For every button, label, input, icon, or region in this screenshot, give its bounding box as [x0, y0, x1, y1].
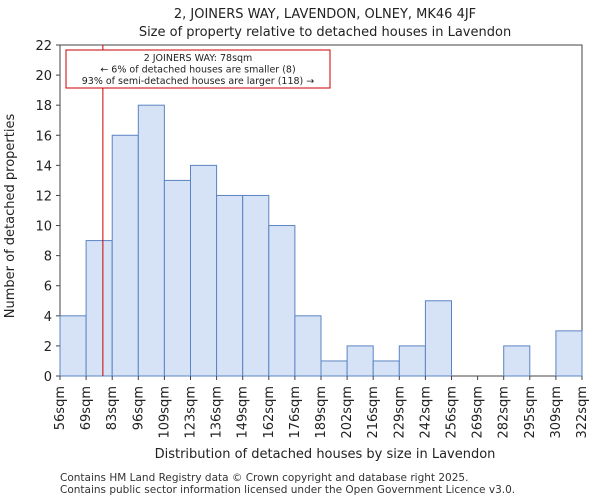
bar-282sqm: [503, 345, 531, 377]
bar-189sqm: [320, 360, 348, 377]
x-axis-ticks: 56sqm 69sqm 83sqm 96sqm 109sqm 123sqm 136sqm 14…: [53, 376, 590, 439]
bar-109sqm: [163, 179, 191, 377]
y-tick-label: 20: [35, 69, 52, 84]
y-tick-label: 8: [44, 250, 52, 265]
bar-242sqm: [424, 300, 452, 377]
bar-229sqm: [398, 345, 426, 377]
x-tick-label: 136sqm: [210, 386, 225, 439]
annotation-line-property: 2 JOINERS WAY: 78sqm: [144, 53, 253, 64]
footer-line-2: Contains public sector information licen…: [60, 484, 515, 496]
x-tick-label: 69sqm: [79, 386, 94, 430]
x-tick-label: 123sqm: [184, 386, 199, 439]
y-tick-label: 18: [35, 99, 52, 114]
y-tick-label: 16: [35, 129, 52, 144]
y-tick-label: 22: [35, 39, 52, 54]
bar-176sqm: [294, 315, 322, 377]
bar-149sqm: [242, 194, 270, 377]
bar-202sqm: [346, 345, 374, 377]
x-tick-label: 216sqm: [366, 386, 381, 439]
bar-69sqm: [85, 240, 113, 377]
x-tick-label: 149sqm: [236, 386, 251, 439]
footer-line-1: Contains HM Land Registry data © Crown c…: [60, 472, 468, 484]
x-tick-label: 295sqm: [523, 386, 538, 439]
x-tick-label: 269sqm: [471, 386, 486, 439]
x-tick-label: 309sqm: [549, 386, 564, 439]
x-tick-label: 322sqm: [575, 386, 590, 439]
x-tick-label: 202sqm: [340, 386, 355, 439]
bar-216sqm: [372, 360, 400, 377]
bar-96sqm: [137, 104, 165, 377]
y-tick-label: 14: [35, 159, 52, 174]
chart-title: 2, JOINERS WAY, LAVENDON, OLNEY, MK46 4J…: [174, 7, 476, 22]
x-tick-label: 229sqm: [392, 386, 407, 439]
x-tick-label: 109sqm: [157, 386, 172, 439]
y-axis-ticks: 0 2 4 6 8 10 12 14 16 18 20 22: [35, 39, 60, 385]
bar-83sqm: [111, 134, 139, 377]
annotation-line-smaller: ← 6% of detached houses are smaller (8): [100, 65, 295, 76]
x-tick-label: 56sqm: [53, 386, 68, 430]
x-tick-label: 176sqm: [288, 386, 303, 439]
bar-309sqm: [555, 330, 583, 377]
y-tick-label: 6: [44, 280, 52, 295]
chart-subtitle: Size of property relative to detached ho…: [139, 25, 511, 40]
x-tick-label: 83sqm: [105, 386, 120, 430]
bar-123sqm: [190, 164, 218, 377]
y-tick-label: 12: [35, 189, 52, 204]
x-tick-label: 256sqm: [445, 386, 460, 439]
y-axis-label: Number of detached properties: [3, 114, 18, 319]
x-tick-label: 189sqm: [314, 386, 329, 439]
annotation-line-larger: 93% of semi-detached houses are larger (…: [82, 76, 315, 87]
y-tick-label: 0: [44, 370, 52, 385]
y-tick-label: 4: [44, 310, 52, 325]
x-tick-label: 242sqm: [418, 386, 433, 439]
x-tick-label: 282sqm: [497, 386, 512, 439]
bar-136sqm: [216, 194, 244, 377]
x-tick-label: 96sqm: [131, 386, 146, 430]
y-tick-label: 10: [35, 220, 52, 235]
bar-56sqm: [59, 315, 87, 377]
bar-162sqm: [268, 225, 296, 377]
y-tick-label: 2: [44, 340, 52, 355]
x-tick-label: 162sqm: [262, 386, 277, 439]
bars-group: [59, 104, 583, 377]
x-axis-label: Distribution of detached houses by size …: [155, 447, 496, 462]
annotation-box: [65, 49, 331, 89]
